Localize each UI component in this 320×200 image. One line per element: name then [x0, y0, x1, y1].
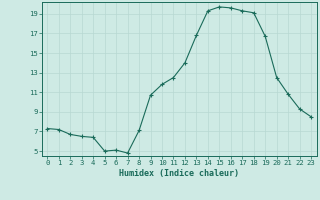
- X-axis label: Humidex (Indice chaleur): Humidex (Indice chaleur): [119, 169, 239, 178]
